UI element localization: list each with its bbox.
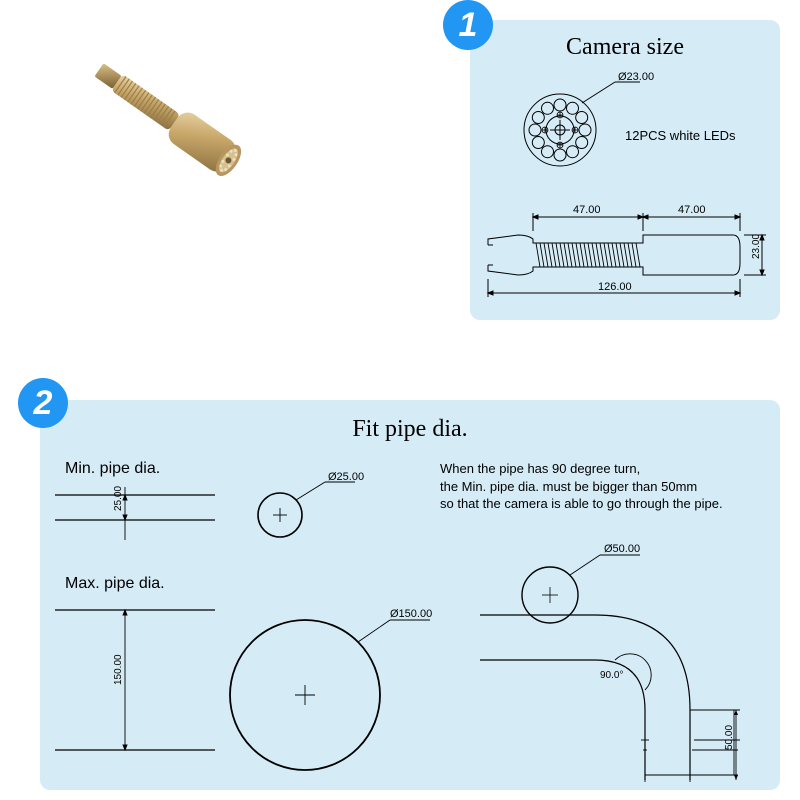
dim-seg2: 47.00 bbox=[678, 204, 706, 216]
min-pipe-label: Min. pipe dia. bbox=[65, 460, 160, 478]
max-circle-diagram: Ø150.00 bbox=[220, 595, 440, 785]
led-label: 12PCS white LEDs bbox=[625, 128, 736, 143]
panel-camera-size: Camera size bbox=[470, 20, 780, 320]
badge-2: 2 bbox=[18, 378, 68, 428]
camera-face-diagram: Ø23.00 bbox=[500, 70, 770, 180]
max-pipe-label: Max. pipe dia. bbox=[65, 575, 165, 593]
camera-side-diagram: 47.00 47.00 126.00 23.00 bbox=[478, 195, 778, 315]
panel1-title: Camera size bbox=[470, 20, 780, 61]
min-circle-label: Ø25.00 bbox=[328, 471, 364, 483]
max-circle-label: Ø150.00 bbox=[390, 608, 432, 620]
min-dim: 25.00 bbox=[113, 486, 124, 511]
dim-height: 23.00 bbox=[751, 234, 762, 259]
max-dim: 150.00 bbox=[113, 654, 124, 685]
panel2-title: Fit pipe dia. bbox=[40, 400, 780, 443]
max-pipe-diagram: 150.00 bbox=[55, 600, 235, 780]
min-circle-diagram: Ø25.00 bbox=[240, 470, 400, 550]
min-pipe-diagram: 25.00 bbox=[55, 485, 235, 545]
bend-note: When the pipe has 90 degree turn, the Mi… bbox=[440, 460, 723, 513]
dia-label: Ø23.00 bbox=[618, 71, 654, 83]
dim-seg1: 47.00 bbox=[573, 204, 601, 216]
dim-total: 126.00 bbox=[598, 281, 632, 293]
panel-fit-pipe: Fit pipe dia. Min. pipe dia. Max. pipe d… bbox=[40, 400, 780, 790]
bend-dim-overlay bbox=[440, 520, 770, 785]
product-photo bbox=[60, 30, 310, 230]
badge-1: 1 bbox=[443, 0, 493, 50]
